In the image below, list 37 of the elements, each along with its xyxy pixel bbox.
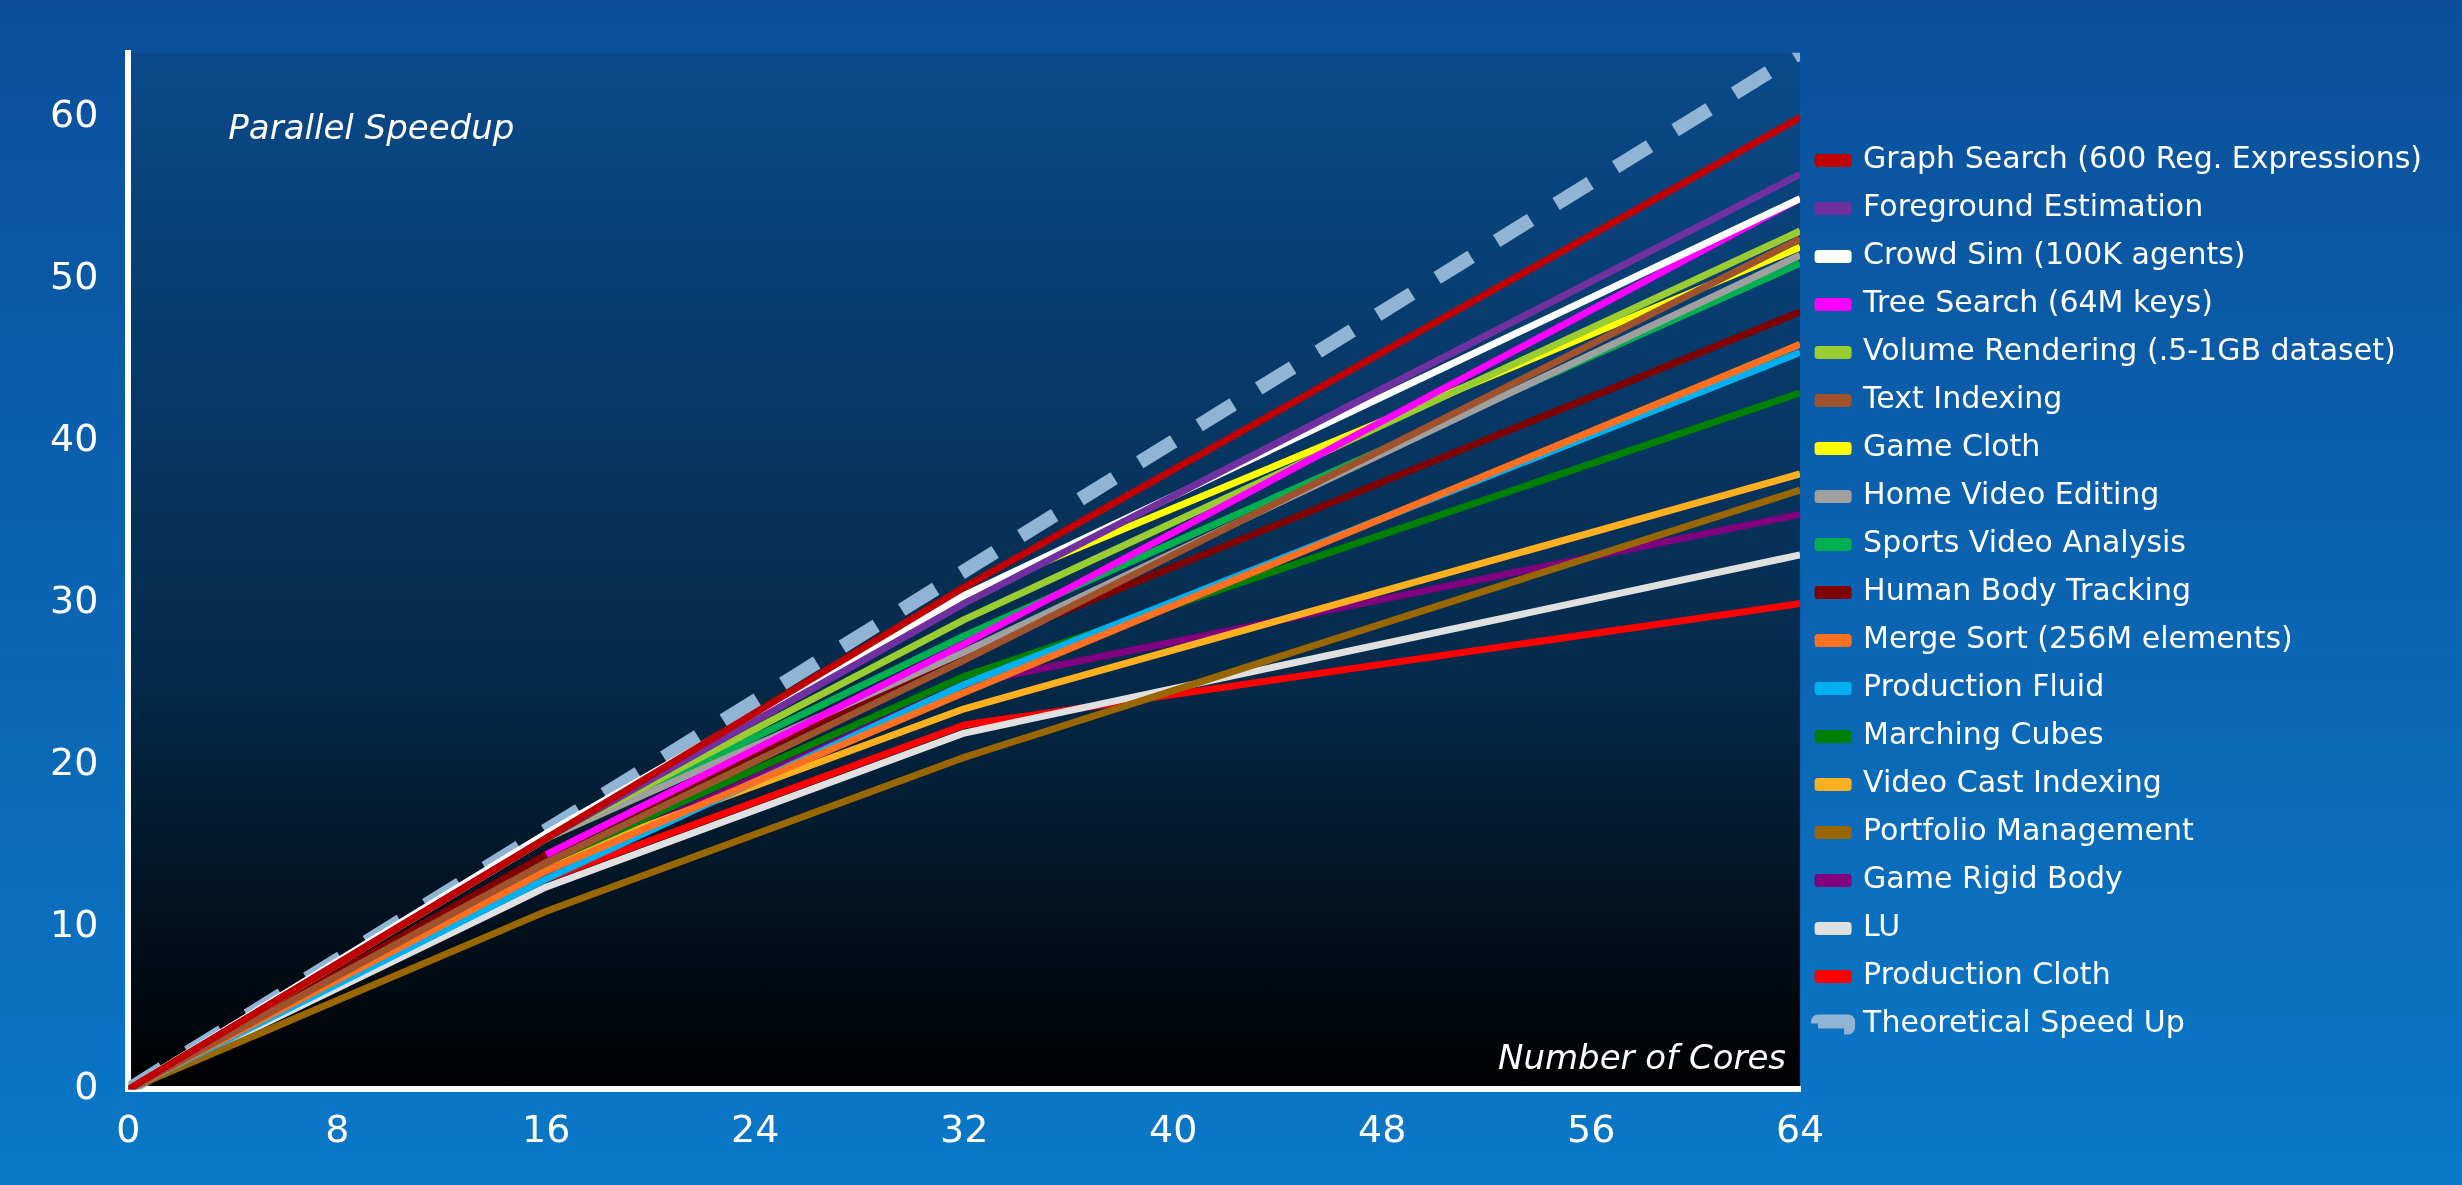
x-tick-label: 24 [731,1107,780,1152]
legend-label: Home Video Editing [1863,476,2160,512]
legend-label: Portfolio Management [1863,812,2194,848]
x-tick-label: 64 [1775,1107,1825,1152]
y-tick-label: 60 [49,92,99,137]
x-axis-title: Number of Cores [1497,1037,1787,1078]
y-tick-label: 50 [49,254,99,299]
text: Parallel Speedup [228,106,515,147]
y-tick-label: 40 [49,416,99,461]
legend-label: Tree Search (64M keys) [1862,284,2213,320]
legend-label: Production Cloth [1863,956,2111,992]
legend-label: Game Cloth [1863,428,2041,464]
legend-label: Crowd Sim (100K agents) [1863,236,2246,272]
legend-label: Text Indexing [1862,380,2063,416]
legend-label: Video Cast Indexing [1863,764,2162,800]
y-tick-label: 30 [49,578,99,623]
legend-label: Foreground Estimation [1863,188,2204,224]
y-tick-label: 10 [49,902,99,947]
legend-label: Sports Video Analysis [1863,524,2186,560]
legend-label: Graph Search (600 Reg. Expressions) [1863,140,2423,176]
legend-label: Marching Cubes [1863,716,2104,752]
x-tick-label: 16 [522,1107,571,1152]
legend-label: Merge Sort (256M elements) [1863,620,2293,656]
legend-label: Game Rigid Body [1863,860,2123,896]
x-tick-label: 40 [1149,1107,1198,1152]
x-tick-label: 8 [325,1107,350,1152]
legend-label: Theoretical Speed Up [1862,1004,2185,1040]
legend-label: Human Body Tracking [1863,572,2191,608]
x-tick-label: 48 [1357,1107,1407,1152]
x-tick-label: 32 [940,1107,989,1152]
y-tick-label: 0 [74,1064,99,1109]
legend-label: Volume Rendering (.5-1GB dataset) [1863,332,2396,368]
x-tick-label: 0 [116,1107,141,1152]
x-tick-label: 56 [1566,1107,1616,1152]
legend-label: Production Fluid [1863,668,2105,704]
y-tick-label: 20 [49,740,99,785]
legend-label: LU [1863,908,1901,944]
